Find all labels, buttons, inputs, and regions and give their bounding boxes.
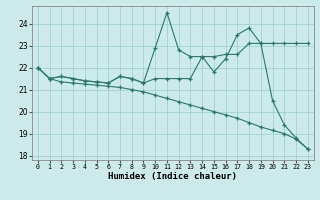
X-axis label: Humidex (Indice chaleur): Humidex (Indice chaleur) (108, 172, 237, 181)
